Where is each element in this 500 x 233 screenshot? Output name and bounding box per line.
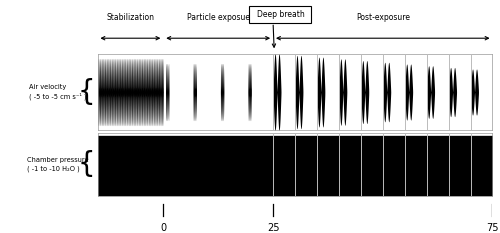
- Text: Air velocity
( -5 to -5 cm s⁻¹ ): Air velocity ( -5 to -5 cm s⁻¹ ): [29, 84, 87, 100]
- Text: 25: 25: [267, 223, 280, 233]
- Text: Stabilization: Stabilization: [106, 13, 154, 22]
- Text: Particle exposue: Particle exposue: [186, 13, 250, 22]
- Text: 0: 0: [160, 223, 166, 233]
- Text: {: {: [78, 150, 96, 178]
- Text: Post-exposure: Post-exposure: [356, 13, 410, 22]
- Text: {: {: [78, 78, 96, 106]
- Text: 75: 75: [486, 223, 498, 233]
- Text: Deep breath: Deep breath: [256, 10, 304, 19]
- Text: Chamber pressure
( -1 to -10 H₂O ): Chamber pressure ( -1 to -10 H₂O ): [27, 157, 89, 171]
- FancyBboxPatch shape: [250, 6, 310, 23]
